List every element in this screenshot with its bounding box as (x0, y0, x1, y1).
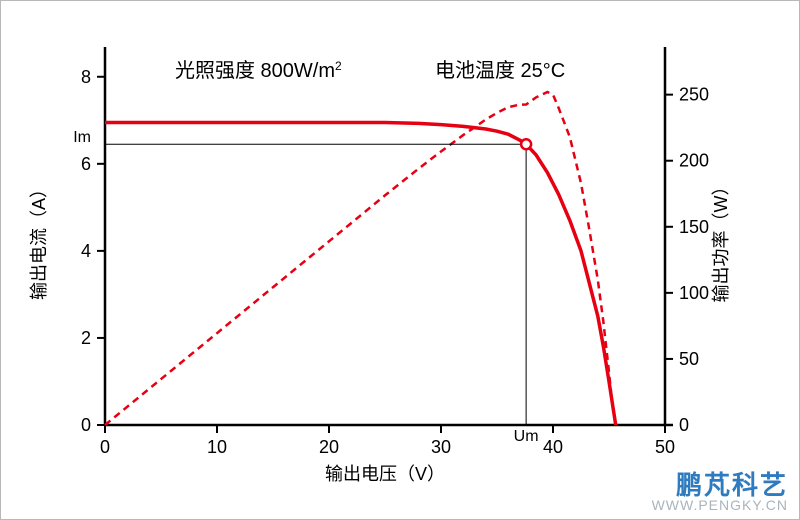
iv-curve (105, 122, 616, 425)
y-left-tick-label: 4 (81, 241, 91, 261)
y-right-axis-label: 输出功率（W） (711, 178, 731, 303)
y-right-tick-label: 0 (679, 415, 689, 435)
iv-pv-chart: 0102030405002468050100150200250输出电压（V）输出… (0, 0, 800, 520)
y-right-tick-label: 250 (679, 85, 709, 105)
x-tick-label: 50 (655, 437, 675, 457)
x-tick-label: 0 (100, 437, 110, 457)
um-label: Um (514, 428, 539, 445)
chart-container: 0102030405002468050100150200250输出电压（V）输出… (0, 0, 800, 520)
watermark-cn: 鹏芃科艺 (652, 472, 788, 498)
x-tick-label: 40 (543, 437, 563, 457)
irradiance-label: 光照强度 800W/m2 (175, 59, 342, 82)
y-left-axis-label: 输出电流（A） (29, 180, 49, 300)
x-tick-label: 20 (319, 437, 339, 457)
y-left-tick-label: 6 (81, 154, 91, 174)
mpp-marker (521, 139, 531, 149)
y-right-tick-label: 200 (679, 151, 709, 171)
x-tick-label: 30 (431, 437, 451, 457)
temperature-label: 电池温度 25°C (435, 59, 565, 82)
y-left-tick-label: 8 (81, 67, 91, 87)
y-left-tick-label: 2 (81, 328, 91, 348)
y-right-tick-label: 100 (679, 283, 709, 303)
y-left-tick-label: 0 (81, 415, 91, 435)
y-right-tick-label: 50 (679, 349, 699, 369)
pv-curve (105, 92, 616, 425)
watermark: 鹏芃科艺 WWW.PENGKY.CN (652, 472, 788, 512)
x-tick-label: 10 (207, 437, 227, 457)
im-label: Im (73, 129, 91, 146)
y-right-tick-label: 150 (679, 217, 709, 237)
x-axis-label: 输出电压（V） (325, 464, 445, 484)
watermark-en: WWW.PENGKY.CN (652, 498, 788, 512)
